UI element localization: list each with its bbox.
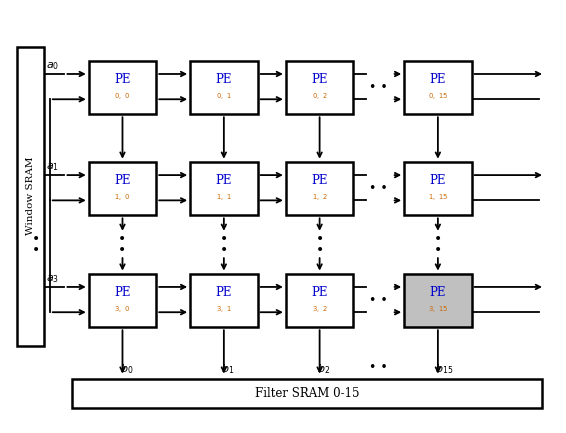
Text: •
•: • • [118,232,127,257]
Text: $_{1,\ 2}$: $_{1,\ 2}$ [312,193,328,204]
Bar [72,379,542,408]
Text: • •: • • [370,81,388,94]
Text: PE: PE [311,73,328,86]
Text: $b_{15}$: $b_{15}$ [435,362,453,376]
Text: PE: PE [311,174,328,187]
Text: PE: PE [216,73,232,86]
Bar [190,274,258,327]
Text: PE: PE [430,73,446,86]
Bar [190,61,258,114]
Text: PE: PE [216,286,232,299]
Text: •
•: • • [315,232,324,257]
Bar [89,162,156,216]
Text: Window SRAM: Window SRAM [26,157,35,235]
Text: $_{0,\ 2}$: $_{0,\ 2}$ [312,91,328,102]
Text: •
•: • • [434,232,442,257]
Text: PE: PE [114,174,131,187]
Text: • •: • • [370,294,388,307]
Text: $_{0,\ 0}$: $_{0,\ 0}$ [114,91,131,102]
Text: $_{1,\ 15}$: $_{1,\ 15}$ [428,193,448,204]
Text: $_{0,\ 1}$: $_{0,\ 1}$ [216,91,231,102]
Text: PE: PE [430,174,446,187]
Text: $b_{2}$: $b_{2}$ [317,362,330,376]
Text: $_{3,\ 0}$: $_{3,\ 0}$ [114,304,131,315]
Text: $_{0,\ 15}$: $_{0,\ 15}$ [428,91,448,102]
Text: • •: • • [370,362,388,375]
Text: $a_1$: $a_1$ [46,161,59,173]
Bar [286,274,353,327]
Text: PE: PE [430,286,446,299]
Bar [286,162,353,216]
Text: $_{1,\ 0}$: $_{1,\ 0}$ [114,193,131,204]
Bar [190,162,258,216]
Text: $a_3$: $a_3$ [46,273,59,285]
Text: Filter SRAM 0-15: Filter SRAM 0-15 [255,387,359,400]
Text: $b_{0}$: $b_{0}$ [119,362,133,376]
Bar [286,61,353,114]
Text: $a_0$: $a_0$ [46,60,59,72]
Text: •
•: • • [220,232,228,257]
Bar [404,61,471,114]
Bar [404,162,471,216]
Text: $_{1,\ 1}$: $_{1,\ 1}$ [216,193,231,204]
Text: PE: PE [311,286,328,299]
Text: PE: PE [114,73,131,86]
Text: • •: • • [370,182,388,195]
Text: $_{3,\ 1}$: $_{3,\ 1}$ [216,304,231,315]
Bar [89,61,156,114]
Text: $_{3,\ 2}$: $_{3,\ 2}$ [312,304,328,315]
Text: $_{3,\ 15}$: $_{3,\ 15}$ [428,304,448,315]
Text: PE: PE [216,174,232,187]
Bar [404,274,471,327]
Bar [89,274,156,327]
Bar [17,47,44,346]
Text: $b_{1}$: $b_{1}$ [221,362,234,376]
Text: •
•: • • [32,232,40,257]
Text: PE: PE [114,286,131,299]
